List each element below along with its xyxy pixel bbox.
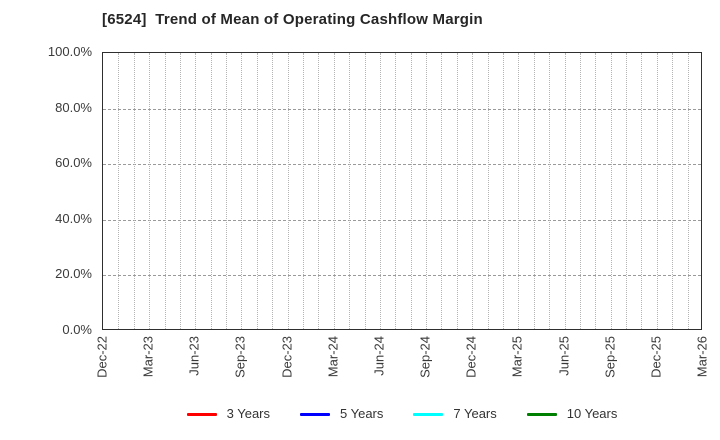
- vertical-gridline: [503, 53, 504, 329]
- x-axis-tick-label: Mar-26: [694, 336, 710, 378]
- vertical-gridline: [349, 53, 351, 329]
- vertical-gridline: [333, 53, 335, 329]
- x-axis-tick-label: Jun-23: [186, 336, 202, 376]
- legend-label: 7 Years: [453, 406, 497, 421]
- vertical-gridline: [164, 53, 166, 329]
- legend-label: 10 Years: [566, 406, 618, 421]
- legend-item-3-years: 3 Years: [186, 405, 270, 423]
- vertical-gridline: [226, 53, 228, 329]
- vertical-gridline: [595, 53, 597, 329]
- y-axis-tick-label: 20.0%: [55, 266, 92, 282]
- horizontal-gridline: [103, 164, 701, 166]
- vertical-gridline: [687, 53, 689, 329]
- y-axis-tick-label: 80.0%: [55, 99, 92, 115]
- vertical-gridline: [641, 53, 643, 329]
- x-axis-tick-label: Mar-25: [509, 336, 525, 378]
- vertical-gridline: [210, 53, 212, 329]
- vertical-gridline: [487, 53, 489, 329]
- vertical-gridline: [287, 53, 289, 329]
- horizontal-gridline: [103, 108, 701, 110]
- vertical-gridline: [318, 53, 320, 329]
- vertical-gridline: [303, 53, 304, 329]
- vertical-gridline: [149, 53, 151, 329]
- vertical-gridline: [656, 53, 658, 329]
- x-axis-tick-label: Dec-23: [279, 336, 295, 378]
- vertical-gridline: [426, 53, 428, 329]
- legend-item-10-years: 10 Years: [526, 405, 618, 423]
- vertical-gridline: [579, 53, 581, 329]
- vertical-gridline: [518, 53, 520, 329]
- vertical-gridline: [441, 53, 443, 329]
- chart-title: [6524] Trend of Mean of Operating Cashfl…: [102, 11, 483, 28]
- vertical-gridline: [410, 53, 412, 329]
- vertical-gridline: [564, 53, 566, 329]
- legend-label: 5 Years: [340, 406, 384, 421]
- vertical-gridline: [195, 53, 197, 329]
- vertical-gridline: [241, 53, 243, 329]
- legend-line-swatch: [413, 412, 444, 416]
- vertical-gridline: [179, 53, 181, 329]
- x-axis-tick-label: Mar-23: [140, 336, 156, 378]
- vertical-gridline: [118, 53, 120, 329]
- vertical-gridline: [610, 53, 612, 329]
- vertical-gridline: [256, 53, 258, 329]
- vertical-gridline: [456, 53, 458, 329]
- x-axis-tick-label: Jun-25: [556, 336, 572, 376]
- y-axis-tick-label: 100.0%: [47, 44, 92, 59]
- vertical-gridline: [533, 53, 535, 329]
- y-axis-tick-label: 40.0%: [55, 210, 92, 226]
- horizontal-gridline: [103, 219, 701, 221]
- vertical-gridline: [133, 53, 135, 329]
- legend-line-swatch: [186, 412, 217, 416]
- vertical-gridline: [272, 53, 274, 329]
- vertical-gridline: [549, 53, 551, 329]
- vertical-gridline: [672, 53, 674, 329]
- horizontal-gridline: [103, 275, 701, 277]
- x-axis-tick-label: Dec-22: [94, 336, 110, 378]
- x-axis-tick-label: Sep-23: [232, 336, 248, 378]
- x-axis-tick-label: Jun-24: [371, 336, 387, 376]
- vertical-gridline: [472, 53, 474, 329]
- legend-item-5-years: 5 Years: [300, 405, 383, 423]
- x-axis-tick-label: Sep-24: [417, 336, 433, 378]
- legend-label: 3 Years: [226, 406, 270, 421]
- vertical-gridline: [395, 53, 397, 329]
- vertical-gridline: [364, 53, 366, 329]
- y-axis-tick-label: 0.0%: [62, 322, 92, 337]
- legend-line-swatch: [526, 412, 557, 416]
- vertical-gridline: [626, 53, 628, 329]
- x-axis-tick-label: Dec-24: [463, 336, 479, 378]
- legend-item-7-years: 7 Years: [413, 405, 497, 423]
- plot-area: [102, 52, 702, 330]
- y-axis-tick-label: 60.0%: [55, 155, 92, 171]
- x-axis-tick-label: Dec-25: [648, 336, 664, 378]
- legend: 3 Years 5 Years 7 Years 10 Years: [102, 405, 702, 423]
- x-axis-tick-label: Mar-24: [325, 336, 341, 378]
- x-axis-tick-label: Sep-25: [602, 336, 618, 378]
- legend-line-swatch: [300, 412, 330, 416]
- vertical-gridline: [379, 53, 381, 329]
